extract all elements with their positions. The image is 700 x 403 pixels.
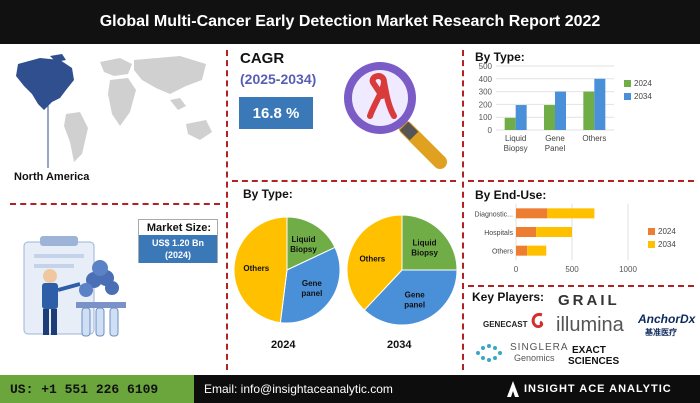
pies-title: By Type: xyxy=(243,187,293,201)
pie-slice xyxy=(401,214,458,271)
bar-2034 xyxy=(515,105,527,130)
bar-2024 xyxy=(516,227,537,237)
singlera-logo-icon xyxy=(476,344,502,362)
enduse-chart-title: By End-Use: xyxy=(475,188,547,202)
bar-2024 xyxy=(516,245,528,256)
key-players-title: Key Players: xyxy=(472,290,545,304)
cagr-value: 16.8 % xyxy=(239,97,313,129)
player-exact-sciences: SCIENCES xyxy=(568,356,620,367)
y-tick-label: Diagnostic... xyxy=(474,211,513,218)
magnifier-ribbon-icon xyxy=(344,62,447,169)
cagr-period: (2025-2034) xyxy=(240,71,317,87)
bar-2024 xyxy=(544,105,555,130)
pie-label: panel xyxy=(301,289,322,298)
bar-2034 xyxy=(527,245,547,256)
footer-email[interactable]: Email: info@insightaceanalytic.com xyxy=(204,382,393,396)
x-tick-label: Others xyxy=(582,134,606,143)
footer-phone: US: +1 551 226 6109 xyxy=(0,375,194,403)
page-title: Global Multi-Cancer Early Detection Mark… xyxy=(0,0,700,44)
pie-label: Biopsy xyxy=(411,248,438,257)
y-tick-label: 300 xyxy=(479,88,493,97)
divider xyxy=(232,180,456,182)
player-anchordx: AnchorDx xyxy=(638,312,696,326)
pie-slice xyxy=(286,216,336,271)
y-tick-label: Others xyxy=(492,249,514,256)
legend-swatch xyxy=(648,228,655,235)
world-map xyxy=(16,54,212,168)
divider xyxy=(226,50,228,370)
bar-2034 xyxy=(555,91,566,130)
pie-slice xyxy=(279,246,341,324)
enduse-bar-chart: 0 500 1000 Diagnostic... Hospitals Others 2024… xyxy=(474,204,676,274)
x-tick-label: Liquid xyxy=(505,134,526,143)
pie-slice xyxy=(346,214,403,311)
y-tick-label: 100 xyxy=(479,113,493,122)
pie-label: Others xyxy=(359,254,385,263)
y-tick-label: 0 xyxy=(488,126,493,135)
market-size-title: Market Size: xyxy=(146,222,212,234)
pie-year-2034: 2034 xyxy=(387,339,412,351)
brand-logo-icon xyxy=(507,381,519,397)
player-singlera-genomics: Genomics xyxy=(514,353,555,363)
pie-label: Biopsy xyxy=(290,245,317,254)
player-illumina: illumina xyxy=(556,314,624,336)
cagr-title: CAGR xyxy=(240,50,285,67)
genecast-logo-icon xyxy=(531,312,544,328)
market-size-year: (2024) xyxy=(164,250,191,260)
y-tick-label: Hospitals xyxy=(484,230,513,237)
pie-label: Gene xyxy=(302,279,323,288)
bar-2034 xyxy=(547,208,595,219)
bar-2024 xyxy=(504,117,516,130)
footer-brand: INSIGHT ACE ANALYTIC xyxy=(524,383,672,395)
player-genecast: GENECAST xyxy=(483,320,528,329)
pie-slice xyxy=(363,269,458,326)
y-tick-label: 400 xyxy=(479,75,493,84)
x-tick-label: 500 xyxy=(565,265,579,274)
pie-slice xyxy=(233,216,288,324)
legend-swatch xyxy=(624,80,631,87)
pie-label: Liquid xyxy=(291,235,315,244)
x-tick-label: Biopsy xyxy=(504,144,528,153)
x-tick-label: Gene xyxy=(545,134,565,143)
legend-swatch xyxy=(648,241,655,248)
bar-2034 xyxy=(594,78,606,130)
region-label: North America xyxy=(14,171,90,183)
player-anchordx-cn: 基准医疗 xyxy=(645,328,677,337)
type-chart-title: By Type: xyxy=(475,50,525,64)
y-tick-label: 200 xyxy=(479,100,493,109)
legend-label: 2024 xyxy=(658,227,676,236)
pie-label: Gene xyxy=(405,290,426,299)
legend-swatch xyxy=(624,93,631,100)
x-tick-label: 0 xyxy=(514,265,519,274)
divider xyxy=(468,285,694,287)
player-exact: EXACT xyxy=(572,345,606,356)
pie-label: Liquid xyxy=(413,238,437,247)
y-tick-label: 500 xyxy=(479,62,493,71)
player-singlera: SINGLERA xyxy=(510,342,569,353)
divider xyxy=(468,180,694,182)
pie-label: panel xyxy=(404,300,425,309)
pie-label: Others xyxy=(243,264,269,273)
legend-label: 2024 xyxy=(634,79,652,88)
divider xyxy=(10,203,220,205)
footer-bar: Email: info@insightaceanalytic.com INSIG… xyxy=(194,375,700,403)
market-size-amount: US$ 1.20 Bn xyxy=(151,238,205,248)
bar-2024 xyxy=(583,91,595,130)
x-tick-label: Panel xyxy=(545,144,566,153)
x-tick-label: 1000 xyxy=(619,265,637,274)
bar-2034 xyxy=(536,227,572,237)
legend-label: 2034 xyxy=(634,92,652,101)
bar-2024 xyxy=(516,208,548,219)
market-size-value: US$ 1.20 Bn (2024) xyxy=(139,235,217,263)
pie-year-2024: 2024 xyxy=(271,339,296,351)
divider xyxy=(462,50,464,370)
lab-illustration xyxy=(23,236,126,337)
player-grail: GRAIL xyxy=(558,292,620,309)
legend-label: 2034 xyxy=(658,240,676,249)
